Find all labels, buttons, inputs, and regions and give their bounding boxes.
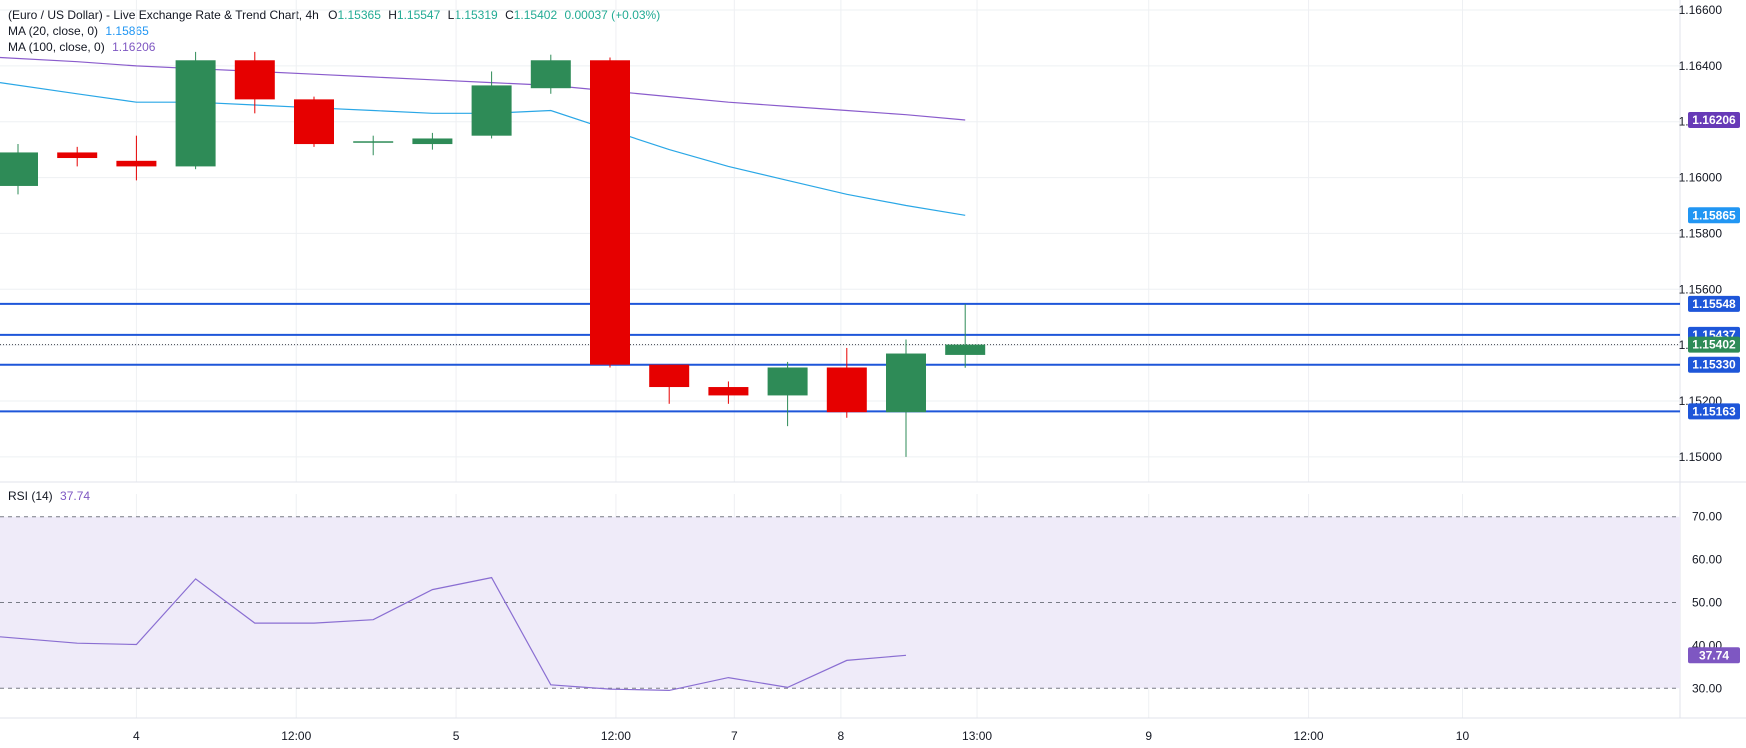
candle-body bbox=[294, 99, 334, 145]
last-price-badge-text: 1.15402 bbox=[1692, 338, 1736, 352]
chart-legend-title-row: (Euro / US Dollar) - Live Exchange Rate … bbox=[8, 7, 660, 23]
high-label: H bbox=[388, 8, 397, 22]
candle-down bbox=[294, 96, 334, 147]
candle-up bbox=[412, 132, 453, 150]
ma20-price-badge-text: 1.15865 bbox=[1692, 208, 1736, 222]
candle-body bbox=[116, 160, 157, 167]
time-axis-tick: 12:00 bbox=[601, 729, 631, 743]
ma20-price-badge-bg bbox=[1688, 207, 1740, 224]
candle-down bbox=[234, 51, 275, 114]
ma20-legend-value: 1.15865 bbox=[105, 24, 149, 38]
candle-body bbox=[649, 364, 690, 388]
rsi-legend-value: 37.74 bbox=[60, 489, 91, 503]
ma100-price-badge-bg bbox=[1688, 112, 1740, 129]
candle-body bbox=[590, 60, 630, 365]
candle-up bbox=[353, 135, 394, 156]
candle-down bbox=[649, 364, 690, 404]
ma100-legend-label: MA (100, close, 0) bbox=[8, 40, 105, 54]
candle-body bbox=[767, 367, 808, 396]
candle-down bbox=[57, 146, 98, 167]
price-axis-tick: 1.15600 bbox=[1679, 282, 1723, 296]
ma20-price-badge: 1.15865 bbox=[1688, 207, 1740, 224]
candle-up bbox=[471, 71, 512, 139]
candle-up bbox=[886, 339, 926, 457]
rsi-value-badge-bg bbox=[1688, 647, 1740, 664]
open-value: 1.15365 bbox=[337, 8, 381, 22]
candle-down bbox=[708, 381, 749, 404]
price-axis-tick: 1.15000 bbox=[1679, 450, 1723, 464]
level-price-badge-bg bbox=[1688, 403, 1740, 420]
candle-body bbox=[945, 344, 986, 355]
candle-up bbox=[175, 51, 216, 170]
candle-up bbox=[945, 304, 986, 368]
candle-up bbox=[0, 144, 38, 195]
rsi-axis-tick: 50.00 bbox=[1692, 596, 1722, 610]
candle-body bbox=[708, 387, 749, 396]
level-price-badge-text: 1.15330 bbox=[1692, 358, 1736, 372]
candle-body bbox=[0, 152, 38, 186]
time-axis-tick: 10 bbox=[1456, 729, 1470, 743]
rsi-line bbox=[0, 576, 907, 692]
level-price-badge-text: 1.15548 bbox=[1692, 297, 1736, 311]
rsi-legend-label: RSI (14) bbox=[8, 489, 53, 503]
candle-body bbox=[471, 85, 512, 136]
open-label: O bbox=[328, 8, 338, 22]
candle-body bbox=[175, 60, 216, 167]
time-axis-tick: 9 bbox=[1145, 729, 1152, 743]
candle-body bbox=[57, 152, 98, 159]
price-axis-tick: 1.16400 bbox=[1679, 59, 1723, 73]
level-price-badge-bg bbox=[1688, 295, 1740, 312]
time-axis-tick: 13:00 bbox=[962, 729, 992, 743]
close-label: C bbox=[505, 8, 514, 22]
level-price-badge: 1.15163 bbox=[1688, 403, 1740, 420]
price-axis-tick: 1.15800 bbox=[1679, 226, 1723, 240]
low-value: 1.15319 bbox=[454, 8, 498, 22]
rsi-axis-tick: 70.00 bbox=[1692, 510, 1722, 524]
chart-title: (Euro / US Dollar) - Live Exchange Rate … bbox=[8, 8, 319, 22]
time-axis-tick: 12:00 bbox=[1294, 729, 1324, 743]
rsi-axis-tick: 60.00 bbox=[1692, 553, 1722, 567]
price-axis-tick: 1.16000 bbox=[1679, 171, 1723, 185]
candle-down bbox=[116, 135, 157, 181]
level-price-badge-text: 1.15163 bbox=[1692, 404, 1736, 418]
close-value: 1.15402 bbox=[513, 8, 558, 22]
rsi-value-badge-text: 37.74 bbox=[1699, 648, 1729, 662]
candle-down bbox=[590, 57, 630, 368]
level-price-badge: 1.15548 bbox=[1688, 295, 1740, 312]
time-axis-tick: 12:00 bbox=[281, 729, 311, 743]
candle-up bbox=[530, 54, 571, 94]
candle-body bbox=[886, 353, 926, 413]
candle-body bbox=[530, 60, 571, 89]
ma100-price-badge-text: 1.16206 bbox=[1692, 113, 1736, 127]
ma20-legend[interactable]: MA (20, close, 0) 1.15865 bbox=[8, 23, 149, 39]
ma100-price-badge: 1.16206 bbox=[1688, 112, 1740, 129]
candle-body bbox=[353, 141, 394, 143]
level-price-badge: 1.15330 bbox=[1688, 356, 1740, 373]
candle-body bbox=[826, 367, 867, 413]
candle-body bbox=[412, 138, 453, 145]
price-axis-tick: 1.16600 bbox=[1679, 3, 1723, 17]
ma100-legend[interactable]: MA (100, close, 0) 1.16206 bbox=[8, 39, 155, 55]
candle-up bbox=[767, 361, 808, 427]
time-axis-tick: 5 bbox=[453, 729, 460, 743]
candle-body bbox=[234, 60, 275, 100]
change-value: 0.00037 (+0.03%) bbox=[564, 8, 661, 22]
high-value: 1.15547 bbox=[396, 8, 441, 22]
ma20-legend-label: MA (20, close, 0) bbox=[8, 24, 99, 38]
rsi-axis-tick: 30.00 bbox=[1692, 681, 1722, 695]
low-label: L bbox=[447, 8, 455, 22]
time-axis-tick: 8 bbox=[838, 729, 845, 743]
last-price-badge-bg bbox=[1688, 336, 1740, 353]
time-axis-tick: 4 bbox=[133, 729, 140, 743]
rsi-value-badge: 37.74 bbox=[1688, 647, 1740, 664]
rsi-legend[interactable]: RSI (14) 37.74 bbox=[8, 488, 90, 504]
candle-down bbox=[826, 347, 867, 418]
ma100-legend-value: 1.16206 bbox=[112, 40, 156, 54]
level-price-badge-bg bbox=[1688, 356, 1740, 373]
last-price-badge: 1.15402 bbox=[1688, 336, 1740, 353]
time-axis-tick: 7 bbox=[731, 729, 738, 743]
